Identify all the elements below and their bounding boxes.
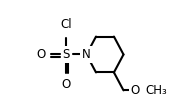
Text: O: O <box>36 48 46 61</box>
Text: O: O <box>61 78 71 91</box>
Text: O: O <box>131 84 140 97</box>
Text: S: S <box>62 48 70 61</box>
Text: CH₃: CH₃ <box>145 84 167 97</box>
Text: N: N <box>82 48 91 61</box>
Text: Cl: Cl <box>60 18 72 31</box>
